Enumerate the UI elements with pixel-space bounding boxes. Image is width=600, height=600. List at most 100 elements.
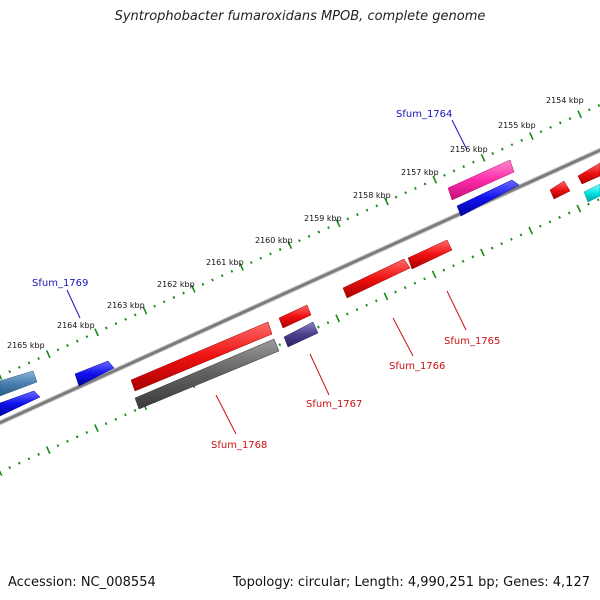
tick-label: 2159 kbp — [304, 214, 342, 223]
gene-feature[interactable] — [549, 180, 571, 200]
minor-tick — [37, 452, 40, 456]
minor-tick — [500, 147, 504, 151]
callout-line — [215, 394, 237, 435]
gene-label-sfum-1768[interactable]: Sfum_1768 — [211, 440, 267, 451]
minor-tick — [404, 191, 408, 195]
major-tick — [190, 284, 196, 293]
minor-tick — [519, 233, 523, 237]
tick-label: 2158 kbp — [353, 191, 391, 200]
minor-tick — [510, 143, 514, 147]
gene-feature[interactable] — [130, 321, 273, 392]
minor-tick — [345, 312, 349, 316]
minor-tick — [114, 417, 118, 421]
minor-tick — [249, 261, 253, 264]
minor-tick — [472, 160, 475, 164]
genome-backbone-core — [0, 148, 600, 425]
minor-tick — [461, 259, 465, 263]
minor-tick — [153, 304, 156, 308]
tick-label: 2160 kbp — [255, 236, 293, 245]
minor-tick — [133, 409, 137, 412]
gene-feature[interactable] — [577, 162, 600, 185]
minor-tick — [75, 435, 79, 439]
minor-tick — [85, 431, 89, 434]
minor-tick — [346, 217, 350, 221]
callout-line — [392, 317, 414, 357]
major-tick — [94, 424, 99, 433]
major-tick — [383, 292, 389, 301]
minor-tick — [133, 313, 137, 317]
minor-tick — [500, 242, 504, 246]
gene-feature[interactable] — [278, 304, 312, 329]
major-tick — [432, 175, 438, 184]
minor-tick — [510, 237, 513, 241]
minor-tick — [365, 303, 368, 307]
major-tick — [480, 248, 485, 257]
gene-feature[interactable] — [134, 338, 280, 410]
minor-tick — [375, 204, 379, 208]
minor-tick — [162, 300, 166, 304]
accession-text: Accession: NC_008554 — [8, 575, 156, 590]
gene-feature[interactable] — [456, 179, 520, 217]
minor-tick — [17, 365, 21, 369]
gene-label-sfum-1765[interactable]: Sfum_1765 — [444, 336, 500, 347]
minor-tick — [355, 308, 359, 312]
major-tick — [0, 374, 3, 380]
minor-tick — [490, 246, 494, 250]
gene-feature[interactable] — [0, 390, 41, 417]
major-tick — [142, 306, 148, 315]
minor-tick — [182, 291, 185, 295]
minor-tick — [394, 290, 397, 294]
gene-feature[interactable] — [407, 239, 453, 270]
gene-feature[interactable] — [283, 321, 319, 348]
gene-feature[interactable] — [342, 258, 411, 299]
minor-tick — [298, 239, 301, 243]
minor-tick — [172, 296, 176, 299]
major-tick — [480, 153, 486, 162]
minor-tick — [85, 335, 89, 339]
minor-tick — [124, 413, 127, 417]
gene-label-sfum-1767[interactable]: Sfum_1767 — [306, 399, 362, 410]
minor-tick — [423, 182, 427, 186]
major-tick — [0, 470, 3, 476]
genome-info-text: Topology: circular; Length: 4,990,251 bp… — [232, 575, 590, 590]
minor-tick — [596, 198, 600, 202]
minor-tick — [66, 344, 69, 347]
minor-tick — [442, 268, 446, 272]
minor-tick — [56, 348, 60, 352]
gene-feature[interactable] — [447, 159, 515, 201]
minor-tick — [567, 211, 571, 215]
callout-line — [451, 119, 467, 149]
gene-label-sfum-1769[interactable]: Sfum_1769 — [32, 278, 88, 289]
major-tick — [431, 270, 437, 279]
major-tick — [576, 204, 582, 213]
major-tick — [287, 241, 293, 250]
gene-feature[interactable] — [74, 360, 115, 387]
map-title: Syntrophobacter fumaroxidans MPOB, compl… — [114, 9, 486, 24]
tick-label: 2157 kbp — [401, 168, 439, 177]
minor-tick — [356, 213, 359, 217]
tick-label: 2156 kbp — [450, 145, 488, 154]
tick-label: 2163 kbp — [107, 301, 145, 310]
gene-feature[interactable] — [583, 183, 600, 203]
minor-tick — [104, 422, 108, 426]
gene-feature[interactable] — [0, 370, 38, 397]
gene-label-sfum-1766[interactable]: Sfum_1766 — [389, 361, 445, 372]
minor-tick — [520, 138, 524, 142]
outer-tick-ring — [0, 104, 600, 380]
minor-tick — [17, 461, 21, 465]
minor-tick — [568, 117, 572, 121]
callout-line — [309, 353, 330, 396]
major-tick — [335, 219, 341, 228]
minor-tick — [587, 202, 590, 206]
tick-label: 2162 kbp — [157, 280, 195, 289]
minor-tick — [317, 230, 321, 234]
minor-tick — [27, 457, 31, 461]
major-tick — [528, 132, 534, 141]
minor-tick — [548, 220, 552, 224]
gene-label-sfum-1764[interactable]: Sfum_1764 — [396, 109, 452, 120]
minor-tick — [403, 286, 407, 290]
callout-line — [66, 289, 81, 319]
minor-tick — [269, 252, 272, 256]
minor-tick — [220, 274, 224, 278]
